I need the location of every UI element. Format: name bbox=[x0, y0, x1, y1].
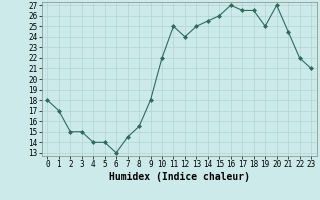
X-axis label: Humidex (Indice chaleur): Humidex (Indice chaleur) bbox=[109, 172, 250, 182]
